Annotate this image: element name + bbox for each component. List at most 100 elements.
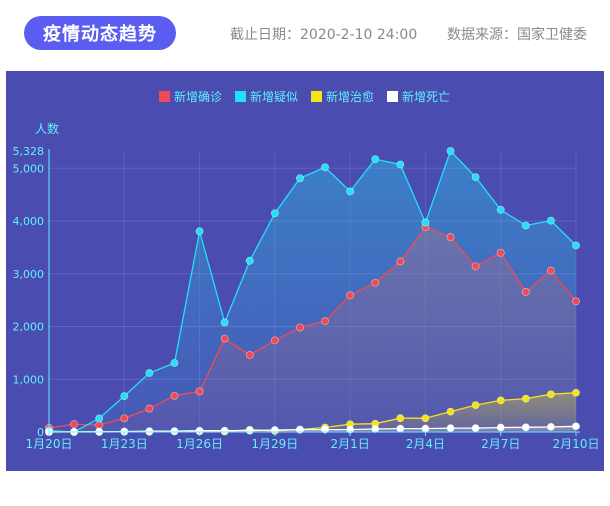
data-point[interactable] — [572, 297, 580, 306]
data-point[interactable] — [245, 351, 254, 359]
series-area-2 — [49, 392, 576, 432]
data-point[interactable] — [396, 160, 405, 169]
data-point[interactable] — [321, 163, 329, 172]
data-point[interactable] — [321, 425, 329, 434]
data-point[interactable] — [296, 323, 304, 332]
data-point[interactable] — [120, 392, 129, 401]
data-point[interactable] — [170, 391, 179, 400]
data-point[interactable] — [446, 147, 455, 155]
data-point[interactable] — [521, 221, 530, 230]
series-areas — [49, 151, 576, 432]
legend-swatch — [387, 91, 398, 102]
data-point[interactable] — [572, 388, 580, 397]
data-point[interactable] — [471, 262, 480, 271]
x-tick-label: 1月23日 — [101, 437, 148, 451]
legend-label[interactable]: 新增治愈 — [326, 89, 374, 104]
data-point[interactable] — [547, 390, 555, 399]
legend-swatch — [235, 91, 246, 102]
data-point[interactable] — [421, 218, 430, 227]
x-tick-label: 1月20日 — [26, 437, 73, 451]
series-line-1 — [48, 149, 577, 433]
x-tick-label: 2月7日 — [481, 437, 520, 451]
data-point[interactable] — [421, 414, 430, 423]
y-tick-label: 2,000 — [13, 321, 45, 334]
legend-label[interactable]: 新增疑似 — [250, 89, 298, 104]
trend-chart: 0 1,000 2,000 3,000 4,000 5,000 5,328 1月20日 1月23… — [13, 89, 600, 451]
data-point[interactable] — [496, 396, 505, 405]
data-point[interactable] — [270, 336, 279, 345]
y-tick-label: 4,000 — [13, 215, 45, 228]
data-point[interactable] — [572, 241, 580, 250]
data-point[interactable] — [371, 425, 380, 433]
y-tick-label: 1,000 — [13, 373, 45, 386]
series-line-3 — [48, 425, 577, 433]
data-point[interactable] — [195, 387, 204, 396]
y-tick-label: 5,000 — [13, 162, 45, 175]
grid-lines — [49, 151, 577, 432]
data-point[interactable] — [396, 257, 405, 266]
x-tick-label: 2月1日 — [331, 437, 370, 451]
x-tick-label: 1月29日 — [251, 437, 298, 451]
axes: 0 1,000 2,000 3,000 4,000 5,000 5,328 1月20日 1月23… — [13, 121, 600, 451]
x-tick-label: 1月26日 — [176, 437, 223, 451]
data-point[interactable] — [346, 187, 355, 196]
data-point[interactable] — [145, 369, 154, 377]
data-point[interactable] — [95, 414, 104, 423]
data-point[interactable] — [220, 318, 229, 327]
data-point[interactable] — [245, 256, 254, 265]
data-point[interactable] — [471, 173, 480, 182]
legend: 新增确诊 新增疑似 新增治愈 新增死亡 — [159, 89, 450, 104]
data-point[interactable] — [70, 420, 78, 429]
x-tick-label: 2月4日 — [406, 437, 445, 451]
data-point[interactable] — [195, 227, 204, 236]
data-point[interactable] — [170, 427, 179, 436]
y-tick-label: 5,328 — [13, 145, 45, 158]
data-point[interactable] — [371, 278, 380, 287]
data-point[interactable] — [270, 209, 279, 218]
data-point[interactable] — [572, 422, 580, 431]
data-point[interactable] — [496, 205, 505, 214]
data-point[interactable] — [521, 423, 530, 432]
series-lines — [48, 149, 577, 433]
data-point[interactable] — [346, 291, 355, 300]
data-point[interactable] — [547, 422, 555, 431]
legend-label[interactable]: 新增死亡 — [402, 89, 450, 104]
data-point[interactable] — [220, 426, 229, 435]
x-tick-label: 2月10日 — [553, 437, 600, 451]
data-point[interactable] — [371, 155, 380, 164]
data-point[interactable] — [421, 424, 430, 433]
data-point[interactable] — [521, 394, 530, 403]
data-point[interactable] — [496, 423, 505, 432]
data-point[interactable] — [220, 334, 229, 343]
data-point[interactable] — [120, 414, 129, 423]
data-point[interactable] — [245, 426, 254, 435]
data-point[interactable] — [496, 248, 505, 257]
series-area-3 — [49, 426, 576, 432]
data-point[interactable] — [396, 424, 405, 433]
series-points — [45, 147, 580, 436]
data-point[interactable] — [471, 401, 480, 410]
data-point[interactable] — [547, 216, 555, 225]
series-line-0 — [48, 226, 577, 429]
data-point[interactable] — [446, 424, 455, 433]
data-point[interactable] — [446, 233, 455, 242]
legend-swatch — [159, 91, 170, 102]
data-point[interactable] — [296, 174, 304, 183]
data-point[interactable] — [521, 288, 530, 296]
y-tick-label: 3,000 — [13, 268, 45, 281]
chart-panel: 0 1,000 2,000 3,000 4,000 5,000 5,328 1月20日 1月23… — [6, 71, 604, 471]
data-source: 数据来源：国家卫健委 — [447, 27, 587, 43]
legend-label[interactable]: 新增确诊 — [174, 89, 222, 104]
data-point[interactable] — [95, 421, 104, 429]
data-point[interactable] — [145, 404, 154, 413]
data-point[interactable] — [170, 359, 179, 367]
data-point[interactable] — [446, 407, 455, 416]
y-axis-title: 人数 — [35, 121, 59, 136]
data-point[interactable] — [547, 266, 555, 275]
data-point[interactable] — [471, 424, 480, 433]
y-tick-label: 0 — [37, 426, 44, 439]
data-point[interactable] — [396, 414, 405, 423]
data-point[interactable] — [321, 317, 329, 326]
data-point[interactable] — [145, 427, 154, 436]
cutoff-date: 截止日期：2020-2-10 24:00 — [230, 27, 418, 43]
